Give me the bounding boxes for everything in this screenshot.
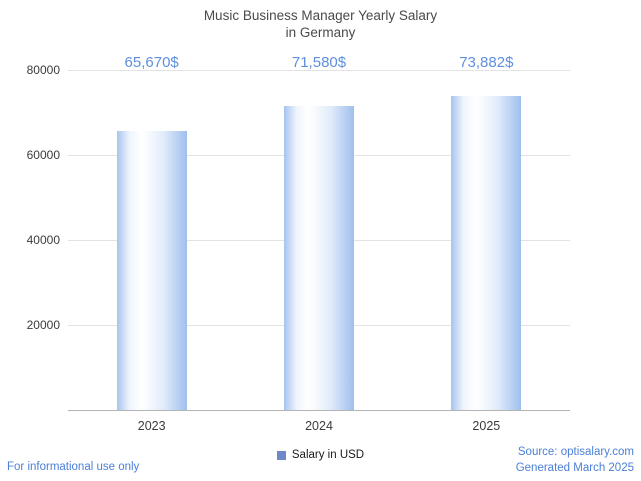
chart-title-line2: in Germany	[285, 25, 356, 40]
legend-label: Salary in USD	[291, 449, 365, 461]
gridline	[68, 70, 570, 71]
x-tick-label: 2023	[137, 419, 166, 433]
plot-area	[68, 70, 570, 411]
disclaimer-text: For informational use only	[7, 461, 140, 473]
generated-text: Generated March 2025	[515, 462, 634, 474]
bar-2025	[451, 96, 522, 410]
y-tick-label: 60000	[26, 148, 60, 162]
chart-title: Music Business Manager Yearly Salary in …	[0, 7, 641, 41]
legend-swatch-icon	[276, 450, 286, 460]
legend: Salary in USD	[0, 449, 641, 461]
source-block: Source: optisalary.com Generated March 2…	[516, 444, 634, 476]
bar-2024	[284, 105, 354, 410]
source-text: Source: optisalary.com	[517, 446, 634, 458]
bar-value-label: 73,882$	[459, 54, 514, 71]
bar-value-label: 65,670$	[124, 54, 179, 71]
x-tick-label: 2024	[305, 419, 333, 433]
bar-value-label: 71,580$	[291, 54, 347, 71]
bar-2023	[116, 130, 187, 410]
y-tick-label: 20000	[26, 318, 60, 332]
y-tick-label: 80000	[26, 63, 60, 77]
chart-title-line1: Music Business Manager Yearly Salary	[203, 8, 438, 23]
x-tick-label: 2025	[472, 419, 501, 433]
y-tick-label: 40000	[26, 233, 60, 247]
